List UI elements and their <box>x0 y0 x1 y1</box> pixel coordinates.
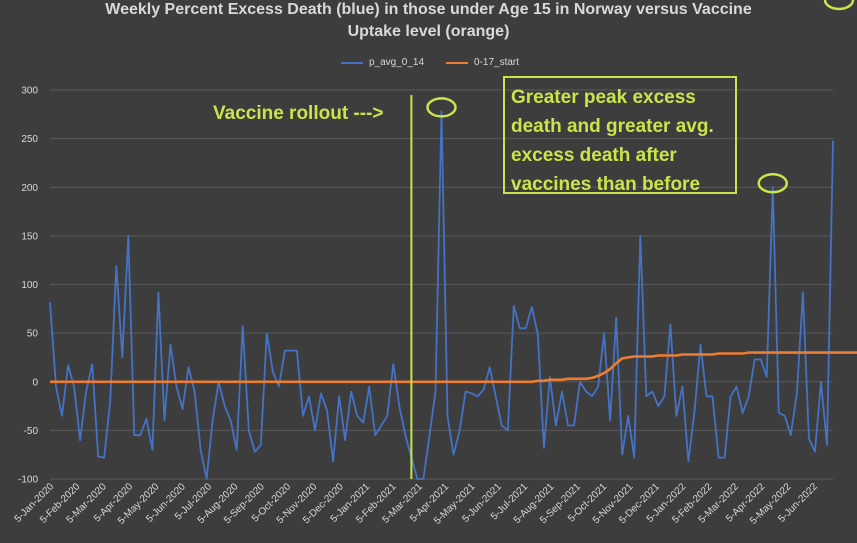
series-line-0 <box>49 110 834 480</box>
peak-circle-2 <box>823 0 855 11</box>
vaccine-rollout-label: Vaccine rollout ---> <box>213 103 384 124</box>
y-tick-label-200: 200 <box>21 183 38 194</box>
y-tick-label-300: 300 <box>21 86 38 97</box>
callout-line-4: vaccines than before <box>511 174 701 195</box>
y-tick-label--50: -50 <box>24 426 39 437</box>
y-tick-label-250: 250 <box>21 134 38 145</box>
legend-swatch-orange <box>446 61 468 64</box>
y-tick-label--100: -100 <box>18 475 38 486</box>
legend-entry-blue: p_avg_0_14 <box>341 57 424 68</box>
legend-swatch-blue <box>341 61 363 64</box>
callout-box: Greater peak excess death and greater av… <box>503 76 737 195</box>
legend-label-orange: 0-17_start <box>474 57 520 68</box>
y-tick-label-100: 100 <box>21 280 38 291</box>
legend-entry-orange: 0-17_start <box>446 57 519 68</box>
peak-circle-1 <box>757 173 789 194</box>
chart-title-line-1: Weekly Percent Excess Death (blue) in th… <box>105 1 752 18</box>
callout-line-2: death and greater avg. <box>511 116 714 137</box>
series-line-1 <box>50 351 857 384</box>
chart-title-line-2: Uptake level (orange) <box>347 23 510 40</box>
y-tick-label-50: 50 <box>27 329 39 340</box>
legend-label-blue: p_avg_0_14 <box>369 57 425 68</box>
callout-line-3: excess death after <box>511 145 677 166</box>
y-tick-label-150: 150 <box>21 231 38 242</box>
y-tick-label-0: 0 <box>32 377 38 388</box>
callout-line-1: Greater peak excess <box>511 87 696 108</box>
peak-circle-0 <box>426 97 457 118</box>
